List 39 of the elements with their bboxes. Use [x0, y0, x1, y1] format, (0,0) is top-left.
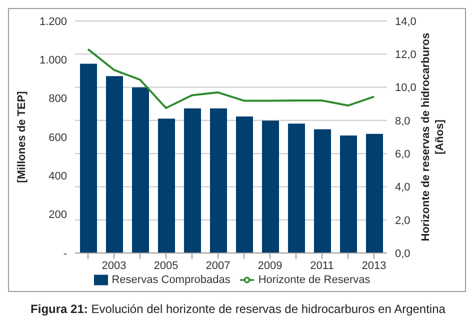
bar — [210, 108, 227, 253]
y2-tick-label: 2,0 — [395, 214, 410, 227]
y-tick-label: 800 — [48, 93, 67, 106]
legend-label: Reservas Comprobadas — [112, 274, 230, 286]
bar — [80, 64, 97, 253]
bar — [132, 87, 149, 253]
y2-tick-label: 0,0 — [395, 248, 410, 260]
bar — [314, 129, 331, 253]
bar — [262, 120, 279, 253]
y2-tick-label: 4,0 — [395, 182, 410, 194]
y-tick-label: 1.200 — [39, 16, 67, 28]
y-tick-label: 400 — [48, 170, 67, 183]
x-tick-label: 2003 — [102, 260, 126, 272]
y-tick-label: 1.000 — [39, 54, 67, 67]
bar — [288, 124, 305, 253]
y2-tick-label: 12,0 — [395, 49, 416, 62]
y2-tick-label: 10,0 — [395, 82, 416, 94]
y2-tick-label: 14,0 — [395, 16, 416, 28]
x-tick-label: 2011 — [310, 260, 334, 272]
y-tick-label: 200 — [48, 209, 67, 222]
legend-label: Horizonte de Reservas — [258, 274, 370, 286]
y2-tick-label: 8,0 — [395, 115, 410, 128]
x-tick-label: 2009 — [258, 260, 282, 272]
x-tick-label: 2005 — [154, 260, 178, 272]
bar — [366, 134, 383, 253]
bar — [184, 108, 201, 253]
y2-tick-label: 6,0 — [395, 148, 410, 160]
bar — [158, 118, 175, 253]
text: Figura 21: Evolución del horizonte de reservas de hidrocarburos en Argentina — [30, 302, 446, 316]
line-series — [87, 48, 375, 109]
bar — [106, 76, 123, 253]
y2-axis-title: Horizonte de reservas de hidrocarburos [Años] — [420, 32, 446, 242]
y-tick-label: - — [63, 248, 68, 260]
bar — [340, 135, 357, 253]
bar — [236, 116, 253, 253]
x-tick-label: 2013 — [362, 260, 386, 272]
y-axis-title: [Millones de TEP] — [16, 90, 28, 183]
x-tick-label: 2007 — [206, 260, 230, 272]
y-tick-label: 600 — [48, 132, 67, 144]
